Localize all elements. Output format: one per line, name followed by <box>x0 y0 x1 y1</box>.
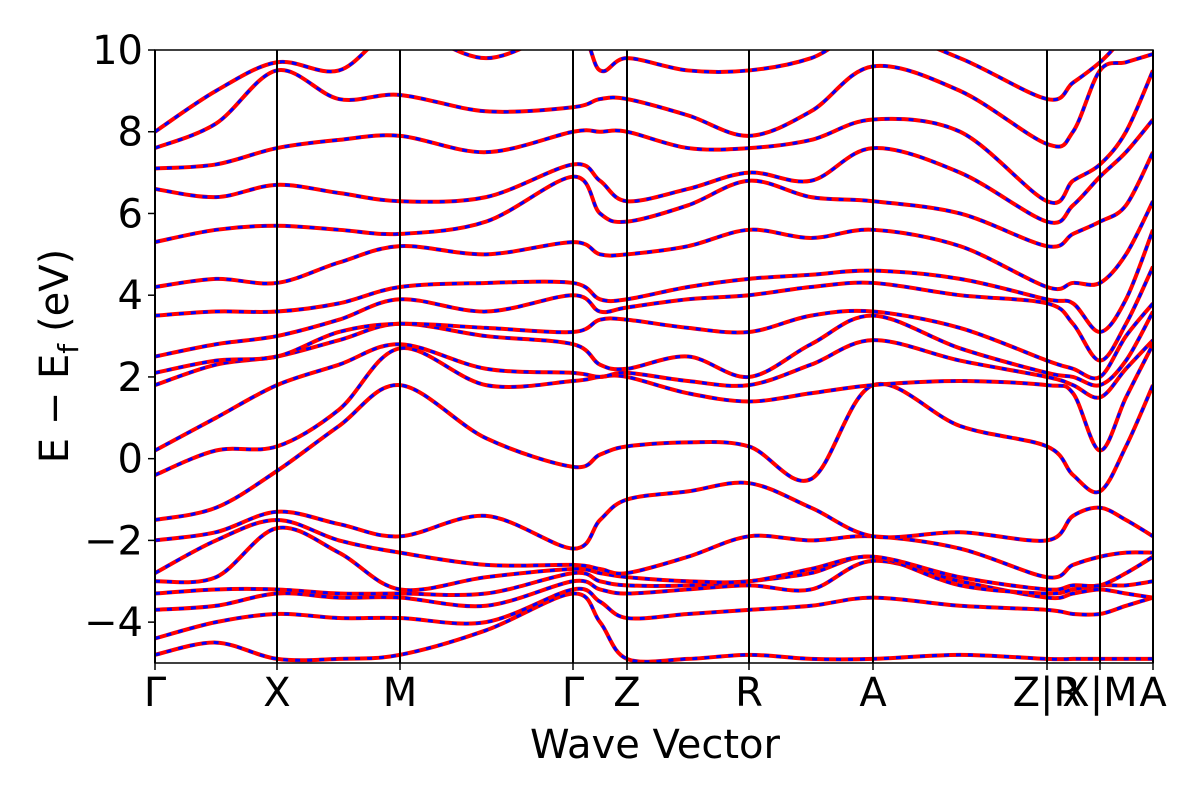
plot-area <box>155 50 1153 663</box>
band-line <box>155 343 1153 477</box>
plot-frame <box>154 49 1154 664</box>
band-line <box>155 118 1153 225</box>
band-line-dashed <box>155 229 1153 334</box>
y-tick-label: 6 <box>118 191 143 237</box>
band-line-dashed <box>155 382 1153 522</box>
y-label-sub: f <box>52 343 85 354</box>
x-tick-label: A <box>1139 670 1167 716</box>
band-line-dashed <box>155 302 1153 380</box>
x-tick-label: X|M <box>1062 670 1137 716</box>
x-tick-label: A <box>859 670 887 716</box>
y-tick-label: 10 <box>92 28 143 74</box>
band-line <box>155 480 1153 551</box>
band-line-dashed <box>155 587 1153 640</box>
x-axis-label: Wave Vector <box>530 722 781 768</box>
band-line-dashed <box>155 310 1153 388</box>
band-line <box>155 229 1153 334</box>
x-tick-label: M <box>383 670 418 716</box>
band-line-dashed <box>155 52 1153 150</box>
band-line-dashed <box>155 50 1115 133</box>
band-line <box>155 554 1153 598</box>
band-line-dashed <box>155 526 1153 592</box>
band-line <box>155 200 1153 292</box>
y-tick-label: 2 <box>118 355 143 401</box>
y-tick-label: −2 <box>84 518 143 564</box>
y-axis-label: E − Ef (eV) <box>32 249 85 464</box>
band-line <box>155 381 1153 522</box>
y-tick-label: 4 <box>118 273 143 319</box>
band-line <box>155 69 1153 205</box>
y-label-main: E − E <box>32 354 78 464</box>
band-line <box>155 517 1153 580</box>
y-label-unit: (eV) <box>32 249 78 332</box>
y-tick-label: 0 <box>118 437 143 483</box>
band-line-dashed <box>155 69 1153 205</box>
band-line-dashed <box>155 151 1153 249</box>
band-line-dashed <box>155 559 1153 612</box>
band-line-dashed <box>155 592 1153 663</box>
x-tick-label: Z|R <box>1013 670 1082 716</box>
band-line-dashed <box>155 118 1153 225</box>
x-tick-label: Z <box>613 670 640 716</box>
band-line-dashed <box>155 518 1153 580</box>
x-tick-label: Γ <box>144 670 167 716</box>
x-tick-label: X <box>263 670 290 716</box>
x-tick-label: Γ <box>562 670 585 716</box>
band-line <box>155 265 1153 363</box>
band-line <box>155 591 1153 663</box>
y-tick-label: −4 <box>84 600 143 646</box>
x-tick-label: R <box>735 670 763 716</box>
y-tick-label: 8 <box>118 110 143 156</box>
band-line <box>155 338 1153 453</box>
